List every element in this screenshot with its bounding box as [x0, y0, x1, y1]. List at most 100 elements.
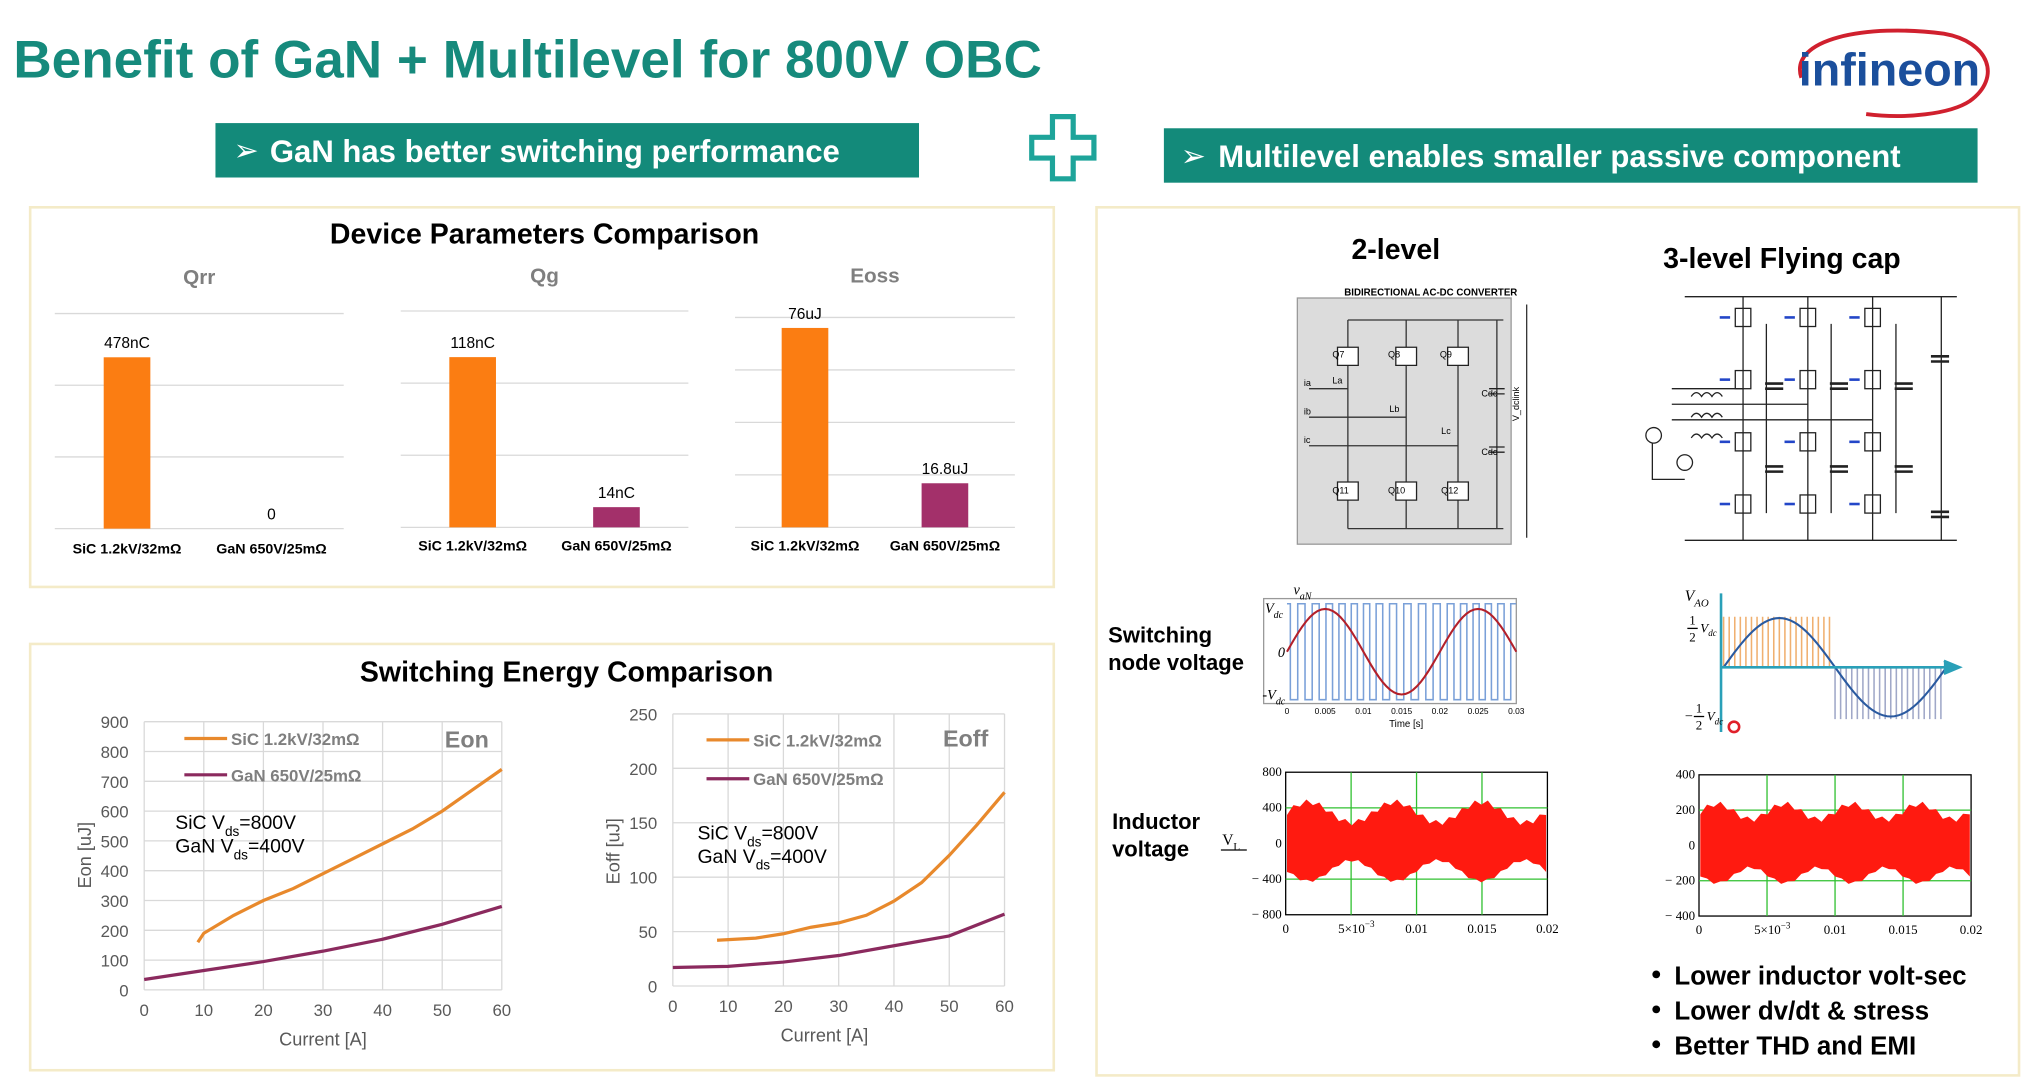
- circuit-wires: [1651, 296, 1957, 541]
- x-tick-label: GaN 650V/25mΩ: [216, 541, 326, 557]
- y-tick-label: 500: [101, 832, 129, 851]
- y-tick-label: 0: [1689, 837, 1695, 852]
- x-tick-label: 0: [1285, 706, 1290, 716]
- text-part: −3: [1365, 919, 1375, 929]
- capacitor: [1894, 465, 1913, 473]
- text-part: 2: [1696, 717, 1702, 732]
- circuit-label: BIDIRECTIONAL AC-DC CONVERTER: [1344, 287, 1517, 298]
- circuit-wires: [1309, 304, 1528, 538]
- text-part: ds: [747, 834, 762, 849]
- y-tick-label: 700: [101, 773, 129, 792]
- circuit-label: V_dclink: [1511, 386, 1521, 421]
- y-tick-label: 50: [639, 923, 658, 942]
- sine-wave: [1286, 607, 1518, 696]
- x-tick-label: 0.025: [1468, 706, 1489, 716]
- section-title: Device Parameters Comparison: [330, 219, 759, 251]
- x-tick-label: 0.02: [1432, 706, 1449, 716]
- x-tick-label: 0: [140, 1001, 149, 1020]
- y-tick-label: 0: [1275, 835, 1281, 850]
- text-part: ds: [225, 824, 240, 839]
- column-title: 3-level Flying cap: [1663, 243, 1901, 275]
- data-line: [672, 912, 1006, 970]
- bar: [449, 357, 496, 528]
- circuit-label: ic: [1304, 435, 1311, 445]
- circuit-label: Cdc: [1481, 447, 1498, 457]
- annotation: SiC Vds=800V: [175, 812, 296, 839]
- axis-label: VL: [1222, 832, 1240, 853]
- capacitor: [1930, 355, 1950, 363]
- capacitor: [1894, 382, 1913, 390]
- text-part: L: [1233, 841, 1240, 853]
- text-part: ds: [756, 858, 771, 873]
- bar: [103, 357, 151, 529]
- text-part: 5×10: [1754, 922, 1781, 937]
- circuit-label: La: [1332, 376, 1343, 386]
- banner-arrow: ➢: [234, 135, 259, 168]
- circuit-label: Q11: [1332, 486, 1348, 496]
- capacitor: [1930, 510, 1950, 519]
- axis-label: Eon [uJ]: [75, 822, 95, 889]
- y-tick-label: 400: [101, 862, 129, 881]
- x-tick-label: 20: [254, 1001, 273, 1020]
- annotation: GaN Vds=400V: [697, 846, 826, 873]
- panel: [1095, 206, 2021, 1077]
- circuit-label: Lb: [1389, 404, 1399, 414]
- value-label: 0: [267, 507, 276, 524]
- circuit-label: Cdc: [1481, 388, 1498, 398]
- x-tick-label: SiC 1.2kV/32mΩ: [73, 541, 182, 557]
- cursor-dot: [1727, 720, 1741, 734]
- logo-text: infineon: [1799, 44, 1980, 96]
- value-label: 478nC: [104, 335, 150, 352]
- plus-icon: [1029, 114, 1097, 182]
- y-tick-label: 800: [1262, 764, 1281, 779]
- y-tick-label: 100: [629, 869, 657, 888]
- text-part: dc: [1276, 697, 1286, 708]
- bar: [593, 507, 640, 528]
- x-tick-label: SiC 1.2kV/32mΩ: [751, 539, 860, 555]
- text-part: 1: [1696, 701, 1702, 716]
- chart-title: Eoss: [850, 264, 900, 287]
- data-line: [143, 904, 503, 982]
- text-part: V: [1700, 620, 1710, 635]
- data-line: [716, 791, 1006, 942]
- axis-label: Time [s]: [1389, 719, 1423, 730]
- text-part: V: [1265, 601, 1276, 617]
- row-label: node voltage: [1108, 650, 1244, 675]
- text-part: −: [1685, 708, 1693, 724]
- circuit-label: ib: [1304, 407, 1311, 417]
- annotation: GaN Vds=400V: [175, 836, 304, 863]
- bullet-text: Lower inductor volt-sec: [1674, 963, 1966, 991]
- bullet-text: Better THD and EMI: [1674, 1033, 1916, 1061]
- y-tick-label: 300: [101, 892, 129, 911]
- circuit-label: Q9: [1440, 350, 1452, 360]
- y-tick-label: 600: [101, 803, 129, 822]
- bullet: [1652, 970, 1661, 979]
- y-tick-label: 200: [1676, 802, 1695, 817]
- pwm-wave: [1834, 667, 1942, 720]
- y-tick-label: 900: [101, 713, 129, 732]
- source: [1645, 426, 1663, 444]
- text-part: 1: [1689, 613, 1695, 628]
- pwm-wave: [1722, 616, 1831, 668]
- panel: [28, 206, 1056, 589]
- x-tick-label: 0.015: [1391, 706, 1412, 716]
- text-part: ds: [234, 847, 249, 862]
- x-tick-label: 10: [194, 1001, 213, 1020]
- text-part: GaN V: [697, 846, 755, 868]
- x-tick-label: 0.01: [1405, 921, 1428, 936]
- text-part: V: [1222, 832, 1234, 849]
- chart-title: Eon: [445, 727, 489, 753]
- text-part: v: [1293, 583, 1300, 599]
- legend-label: SiC 1.2kV/32mΩ: [231, 730, 360, 749]
- text-part: =400V: [248, 836, 305, 858]
- bullet: [1652, 1005, 1661, 1014]
- legend-label: SiC 1.2kV/32mΩ: [753, 731, 882, 750]
- capacitor: [1765, 465, 1784, 473]
- x-tick-label: 0.02: [1536, 921, 1559, 936]
- bullet-text: Lower dv/dt & stress: [1674, 998, 1929, 1026]
- legend-label: GaN 650V/25mΩ: [231, 766, 361, 785]
- y-tick-label: − 200: [1665, 873, 1695, 888]
- x-tick-label: 5×10−3: [1754, 920, 1791, 937]
- column-title: 2-level: [1351, 234, 1440, 266]
